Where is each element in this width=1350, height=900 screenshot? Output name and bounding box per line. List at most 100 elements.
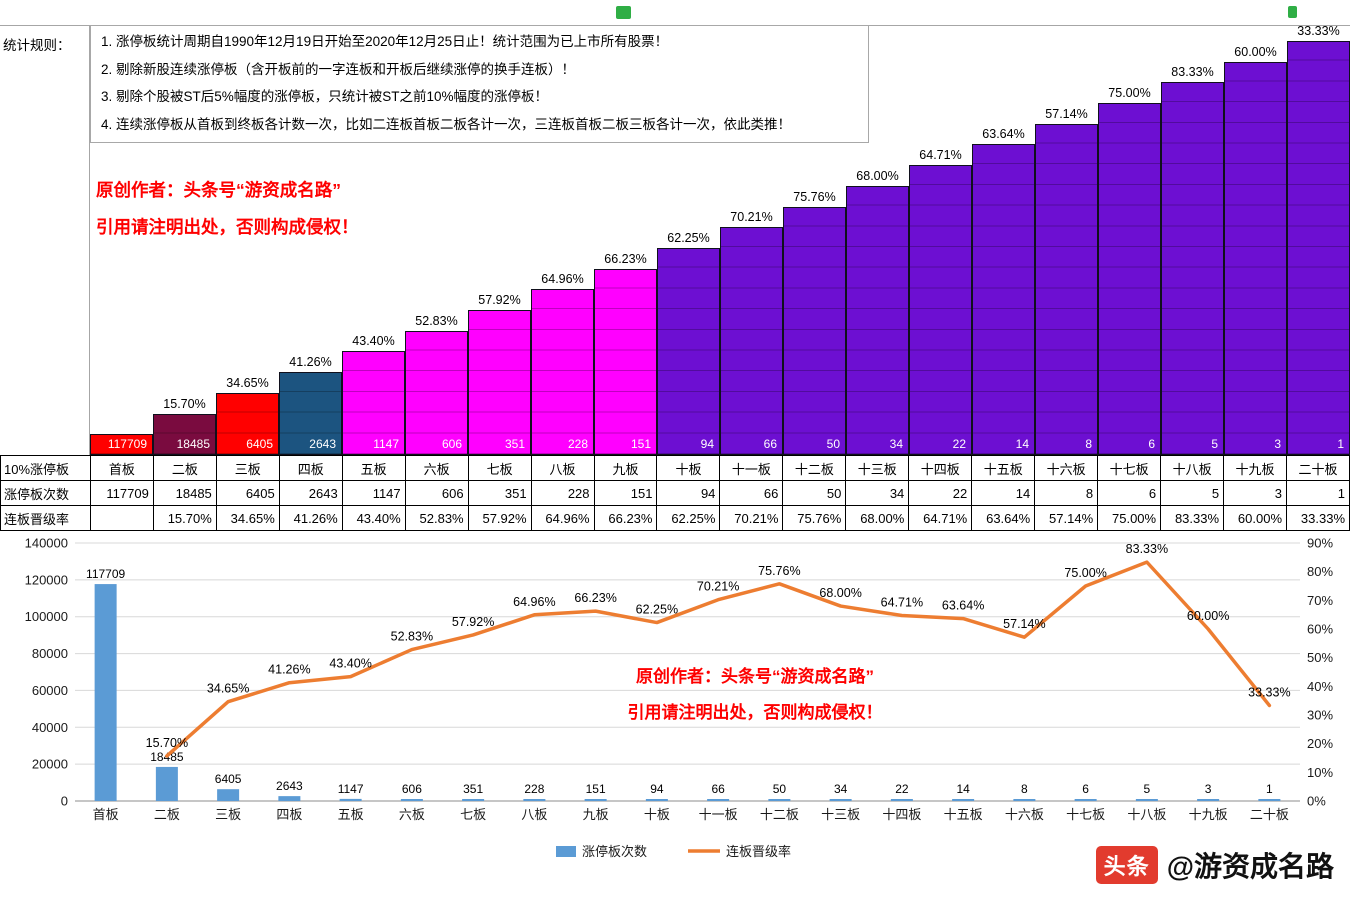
board-header-cell: 十七板	[1097, 455, 1162, 481]
rate-cell: 64.71%	[908, 505, 973, 531]
bar-value-label: 6	[1082, 782, 1089, 796]
x-axis-label: 十一板	[699, 807, 738, 822]
stair-rate-label: 57.92%	[478, 293, 521, 307]
rate-value-label: 66.23%	[574, 591, 616, 605]
watermark-chart-line1: 原创作者：头条号“游资成名路”	[636, 666, 874, 686]
stair-count-label: 606	[441, 437, 462, 451]
bar-value-label: 50	[773, 782, 787, 796]
stair-column-1: 117709	[90, 25, 153, 455]
bar-八板	[523, 799, 546, 801]
stair-count-label: 8	[1085, 437, 1092, 451]
stair-block: 1	[1287, 41, 1350, 455]
right-axis-tick: 20%	[1307, 736, 1333, 751]
rate-cell: 68.00%	[845, 505, 910, 531]
stair-column-20: 1 33.33%	[1287, 24, 1350, 455]
stair-block: 3	[1224, 62, 1287, 455]
rate-cell: 15.70%	[152, 505, 217, 531]
stair-block: 5	[1161, 82, 1224, 455]
rate-cell: 57.14%	[1034, 505, 1099, 531]
rate-value-label: 64.96%	[513, 595, 555, 609]
stair-rate-label: 57.14%	[1045, 107, 1088, 121]
bar-value-label: 2643	[276, 779, 303, 793]
board-header-cell: 十板	[656, 455, 721, 481]
board-header-cell: 首板	[89, 455, 154, 481]
rate-cell: 64.96%	[530, 505, 595, 531]
bar-五板	[339, 798, 362, 801]
stair-rate-label: 33.33%	[1297, 24, 1340, 38]
count-cell: 50	[782, 480, 847, 506]
count-cell: 66	[719, 480, 784, 506]
board-header-cell: 十二板	[782, 455, 847, 481]
stair-count-label: 151	[630, 437, 651, 451]
count-cell: 94	[656, 480, 721, 506]
stair-column-8: 228 64.96%	[531, 25, 594, 455]
left-axis-tick: 100000	[25, 609, 68, 624]
stair-block: 117709	[90, 434, 153, 455]
rate-value-label: 57.14%	[1003, 617, 1045, 631]
footer-brand: 头条 @游资成名路	[1095, 845, 1334, 885]
left-axis-tick: 20000	[32, 757, 68, 772]
stair-count-label: 2643	[309, 437, 336, 451]
stair-column-11: 66 70.21%	[720, 25, 783, 455]
stair-rate-label: 43.40%	[352, 334, 395, 348]
rate-cell: 43.40%	[341, 505, 406, 531]
footer-handle: @游资成名路	[1166, 851, 1334, 882]
bar-十九板	[1197, 799, 1220, 801]
bar-十八板	[1135, 799, 1158, 801]
count-cell: 228	[530, 480, 595, 506]
count-cell: 151	[593, 480, 658, 506]
stair-block: 151	[594, 269, 657, 455]
right-axis-tick: 70%	[1307, 593, 1333, 608]
count-cell: 117709	[89, 480, 154, 506]
bar-十二板	[768, 799, 791, 801]
count-cell: 8	[1034, 480, 1099, 506]
rate-cell: 75.76%	[782, 505, 847, 531]
count-cell: 606	[404, 480, 469, 506]
stair-rate-label: 66.23%	[604, 252, 647, 266]
x-axis-label: 九板	[583, 807, 609, 822]
stair-column-19: 3 60.00%	[1224, 25, 1287, 455]
bar-value-label: 1147	[338, 782, 364, 796]
bar-首板	[94, 584, 117, 801]
board-header-cell: 十三板	[845, 455, 910, 481]
stair-count-label: 34	[889, 437, 903, 451]
stair-block: 18485	[153, 414, 216, 455]
stair-count-label: 22	[952, 437, 966, 451]
count-cell: 2643	[278, 480, 343, 506]
x-axis-label: 四板	[276, 807, 302, 822]
left-axis-tick: 60000	[32, 683, 68, 698]
stair-column-4: 2643 41.26%	[279, 25, 342, 455]
stair-column-5: 1147 43.40%	[342, 25, 405, 455]
stair-column-14: 22 64.71%	[909, 25, 972, 455]
bar-十五板	[952, 799, 975, 801]
rate-cell: 62.25%	[656, 505, 721, 531]
count-cell: 14	[971, 480, 1036, 506]
legend-line-label: 连板晋级率	[726, 844, 791, 859]
x-axis-label: 十二板	[760, 807, 799, 822]
rate-cell	[89, 505, 154, 531]
count-cell: 6	[1097, 480, 1162, 506]
stair-block: 2643	[279, 372, 342, 455]
rate-value-label: 15.70%	[146, 736, 188, 750]
stair-rate-label: 75.76%	[793, 190, 836, 204]
stair-rate-label: 83.33%	[1171, 65, 1214, 79]
x-axis-label: 五板	[338, 807, 364, 822]
rules-panel: 1. 涨停板统计周期自1990年12月19日开始至2020年12月25日止！统计…	[90, 25, 869, 143]
count-cell: 22	[908, 480, 973, 506]
right-axis-tick: 0%	[1307, 794, 1326, 809]
rate-value-label: 70.21%	[697, 580, 739, 594]
right-axis-tick: 90%	[1307, 536, 1333, 551]
stair-rate-label: 75.00%	[1108, 86, 1151, 100]
rate-value-label: 43.40%	[329, 657, 371, 671]
board-header-cell: 六板	[404, 455, 469, 481]
stair-rate-label: 52.83%	[415, 314, 458, 328]
bar-value-label: 34	[834, 782, 848, 796]
rate-cell: 57.92%	[467, 505, 532, 531]
rate-cell: 63.64%	[971, 505, 1036, 531]
row-header: 涨停板次数	[0, 480, 91, 506]
right-axis-tick: 10%	[1307, 765, 1333, 780]
stair-count-label: 18485	[176, 437, 210, 451]
watermark-chart-line2: 引用请注明出处，否则构成侵权！	[628, 702, 883, 722]
stair-block: 351	[468, 310, 531, 455]
board-header-cell: 二板	[152, 455, 217, 481]
